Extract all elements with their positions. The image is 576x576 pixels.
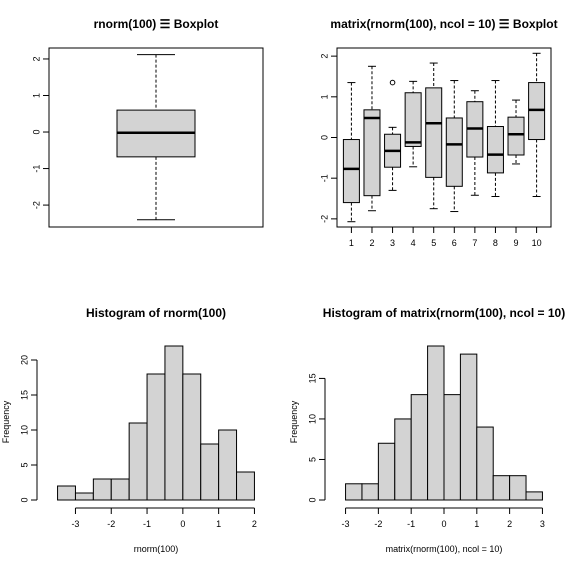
- y-tick-label: -2: [319, 215, 329, 223]
- y-tick-label: 1: [31, 93, 41, 98]
- x-tick-label: 1: [216, 519, 221, 529]
- histogram-bar: [345, 483, 363, 501]
- histogram-bar: [236, 471, 255, 501]
- y-tick-label: 15: [307, 373, 317, 383]
- x-tick-label: 10: [532, 238, 542, 248]
- histogram-bar: [410, 394, 429, 501]
- y-axis-label: Frequency: [289, 400, 299, 443]
- chart-title: rnorm(100) ☰ Boxplot: [94, 17, 219, 31]
- histogram-bar: [509, 475, 527, 501]
- histogram-bar: [92, 478, 112, 501]
- chart-title: Histogram of matrix(rnorm(100), ncol = 1…: [323, 306, 565, 320]
- y-tick-label: 15: [19, 390, 29, 400]
- x-tick-label: 1: [349, 238, 354, 248]
- x-tick-label: 6: [452, 238, 457, 248]
- x-tick-label: -3: [342, 519, 350, 529]
- box: [486, 126, 504, 174]
- histogram-bar: [459, 353, 478, 501]
- histogram-bar: [218, 429, 238, 501]
- box: [363, 109, 381, 197]
- box: [342, 139, 360, 204]
- x-tick-label: 3: [540, 519, 545, 529]
- y-tick-label: 1: [319, 94, 329, 99]
- y-tick-label: 0: [19, 497, 29, 502]
- histogram-bar: [476, 426, 494, 501]
- x-axis-label: matrix(rnorm(100), ncol = 10): [386, 544, 503, 554]
- y-tick-label: -2: [31, 201, 41, 209]
- x-tick-label: 1: [474, 519, 479, 529]
- x-tick-label: -1: [407, 519, 415, 529]
- x-tick-label: 8: [493, 238, 498, 248]
- x-tick-label: 0: [180, 519, 185, 529]
- x-tick-label: 2: [507, 519, 512, 529]
- histogram-bar: [361, 483, 379, 501]
- chart-title: matrix(rnorm(100), ncol = 10) ☰ Boxplot: [330, 17, 557, 31]
- histogram-bar: [200, 443, 220, 501]
- y-tick-label: 10: [19, 425, 29, 435]
- y-tick-label: 2: [319, 54, 329, 59]
- y-tick-label: 0: [319, 135, 329, 140]
- y-tick-label: 20: [19, 355, 29, 365]
- histogram-bar: [492, 475, 511, 501]
- histogram-bar: [164, 345, 184, 501]
- histogram-bar: [427, 345, 445, 501]
- x-tick-label: 7: [472, 238, 477, 248]
- y-tick-label: 0: [307, 497, 317, 502]
- box: [425, 87, 443, 178]
- x-axis-label: rnorm(100): [134, 544, 179, 554]
- histogram-bar: [377, 442, 396, 501]
- y-tick-label: -1: [319, 174, 329, 182]
- histogram-bar: [394, 418, 412, 501]
- x-tick-label: 3: [390, 238, 395, 248]
- y-tick-label: 10: [307, 414, 317, 424]
- histogram-bar: [74, 492, 94, 501]
- histogram-bar: [110, 478, 130, 501]
- x-tick-label: 2: [369, 238, 374, 248]
- outlier-point: [389, 79, 396, 86]
- y-axis-label: Frequency: [1, 400, 11, 443]
- x-tick-label: 2: [252, 519, 257, 529]
- histogram-bar: [128, 422, 148, 501]
- box: [445, 117, 463, 187]
- chart-title: Histogram of rnorm(100): [86, 306, 226, 320]
- y-tick-label: -1: [31, 165, 41, 173]
- x-tick-label: -1: [143, 519, 151, 529]
- y-tick-label: 0: [31, 130, 41, 135]
- histogram-bar: [146, 373, 166, 501]
- histogram-bar: [57, 485, 76, 501]
- x-tick-label: 4: [411, 238, 416, 248]
- box: [404, 92, 422, 147]
- x-tick-label: 5: [431, 238, 436, 248]
- y-tick-label: 5: [19, 462, 29, 467]
- histogram-bar: [182, 373, 202, 501]
- x-tick-label: 0: [441, 519, 446, 529]
- y-tick-label: 5: [307, 457, 317, 462]
- x-tick-label: -3: [71, 519, 79, 529]
- histogram-bar: [443, 394, 461, 501]
- x-tick-label: 9: [514, 238, 519, 248]
- x-tick-label: -2: [107, 519, 115, 529]
- histogram-bar: [525, 491, 543, 501]
- x-tick-label: -2: [374, 519, 382, 529]
- y-tick-label: 2: [31, 56, 41, 61]
- box: [507, 116, 525, 156]
